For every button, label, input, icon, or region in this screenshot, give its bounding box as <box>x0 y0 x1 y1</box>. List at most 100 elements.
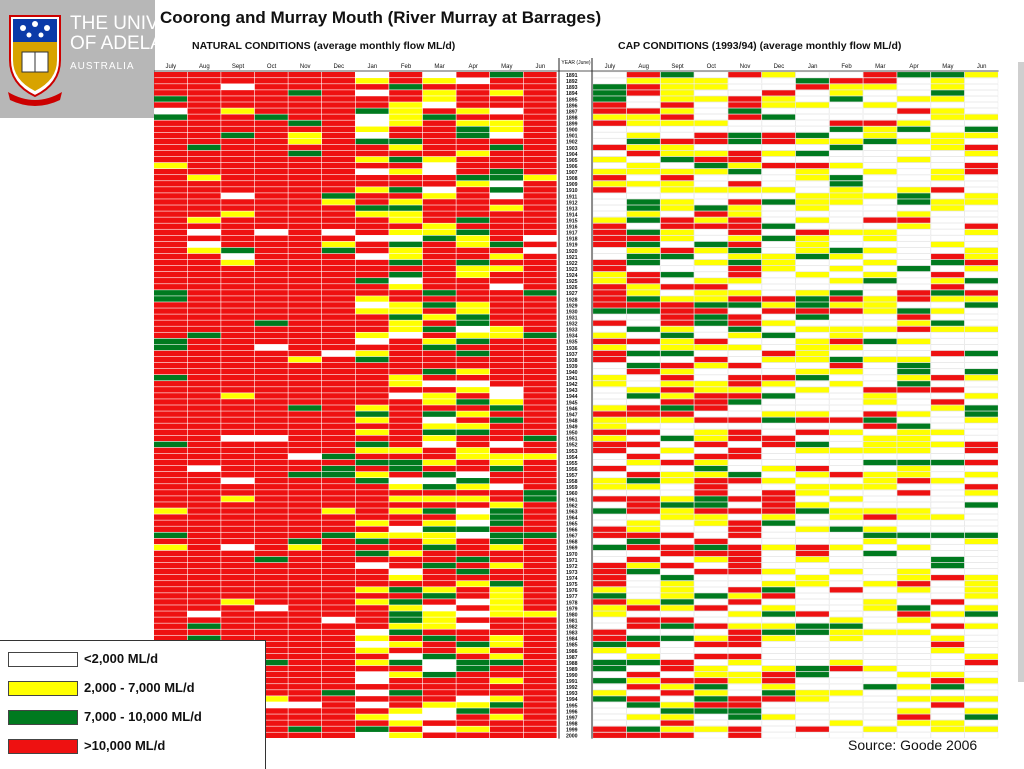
natural-cell <box>389 399 423 405</box>
cap-cell <box>829 690 863 696</box>
cap-cell <box>694 380 728 387</box>
cap-cell <box>761 629 796 636</box>
year-label: 2000 <box>566 734 578 740</box>
natural-cell <box>221 550 255 557</box>
cap-cell <box>660 465 694 472</box>
cap-cell <box>897 459 931 466</box>
year-label: 1936 <box>566 346 578 352</box>
year-label: 1994 <box>566 697 578 703</box>
cap-cell <box>897 653 931 660</box>
year-label: 1932 <box>566 322 578 328</box>
cap-cell <box>930 508 965 514</box>
natural-cell <box>355 84 389 90</box>
cap-cell <box>694 441 728 448</box>
cap-cell <box>863 368 897 375</box>
cap-cell <box>863 108 897 114</box>
natural-cell <box>254 114 288 120</box>
natural-cell <box>221 593 255 599</box>
natural-cell <box>322 684 355 690</box>
natural-cell <box>187 544 221 551</box>
cap-cell <box>930 593 965 599</box>
natural-cell <box>187 490 221 496</box>
natural-cell <box>154 593 187 599</box>
cap-cell <box>897 290 931 296</box>
natural-cell <box>254 484 288 490</box>
cap-cell <box>761 696 796 702</box>
natural-cell <box>490 690 523 696</box>
natural-cell <box>154 278 187 284</box>
cap-cell <box>728 393 762 399</box>
natural-cell <box>523 90 557 96</box>
cap-month-label: Nov <box>740 64 751 70</box>
year-label: 1966 <box>566 528 578 534</box>
natural-cell <box>456 647 490 654</box>
natural-cell <box>288 356 322 363</box>
natural-cell <box>322 120 355 126</box>
natural-cell <box>322 726 355 732</box>
natural-cell <box>389 126 423 132</box>
cap-cell <box>795 223 830 230</box>
cap-cell <box>795 641 830 648</box>
natural-cell <box>322 544 355 551</box>
cap-cell <box>897 211 931 217</box>
natural-cell <box>187 314 221 320</box>
cap-cell <box>829 174 863 181</box>
natural-cell <box>187 187 221 193</box>
natural-cell <box>456 156 490 163</box>
natural-cell <box>154 302 187 308</box>
cap-cell <box>795 677 830 684</box>
natural-cell <box>288 587 322 593</box>
natural-cell <box>422 538 456 545</box>
natural-cell <box>254 132 288 139</box>
cap-cell <box>592 393 627 399</box>
cap-cell <box>592 659 627 666</box>
natural-cell <box>254 399 288 405</box>
natural-cell <box>523 459 557 466</box>
year-label: 1914 <box>566 212 578 218</box>
natural-cell <box>322 205 355 211</box>
cap-cell <box>660 247 694 254</box>
cap-cell <box>694 635 728 642</box>
cap-cell <box>660 659 694 666</box>
natural-cell <box>154 629 187 635</box>
natural-cell <box>490 156 523 163</box>
cap-cell <box>592 702 627 708</box>
cap-cell <box>795 132 830 139</box>
cap-cell <box>660 174 694 181</box>
cap-cell <box>728 314 762 320</box>
cap-cell <box>592 453 627 460</box>
year-label: 1999 <box>566 728 578 734</box>
natural-cell <box>254 544 288 551</box>
natural-cell <box>322 635 355 642</box>
cap-cell <box>829 417 863 423</box>
cap-cell <box>897 223 931 230</box>
natural-cell <box>187 471 221 478</box>
natural-cell <box>288 162 322 169</box>
natural-cell <box>456 550 490 557</box>
natural-cell <box>154 550 187 557</box>
cap-cell <box>863 138 897 145</box>
natural-cell <box>154 108 187 114</box>
cap-cell <box>930 308 965 314</box>
cap-cell <box>897 647 931 654</box>
cap-cell <box>660 538 694 545</box>
cap-cell <box>592 144 627 151</box>
cap-cell <box>795 647 830 654</box>
cap-cell <box>930 677 965 684</box>
cap-cell <box>728 514 762 520</box>
natural-cell <box>154 175 187 181</box>
natural-cell <box>456 726 490 732</box>
natural-cell <box>456 247 490 254</box>
natural-cell <box>456 423 490 429</box>
cap-cell <box>829 429 863 436</box>
natural-cell <box>490 205 523 211</box>
cap-cell <box>660 350 694 357</box>
natural-cell <box>221 381 255 387</box>
cap-cell <box>660 193 694 199</box>
natural-cell <box>154 223 187 229</box>
natural-cell <box>456 84 490 90</box>
cap-cell <box>694 532 728 539</box>
cap-cell <box>897 138 931 145</box>
natural-cell <box>456 629 490 635</box>
year-label: 1947 <box>566 412 578 418</box>
